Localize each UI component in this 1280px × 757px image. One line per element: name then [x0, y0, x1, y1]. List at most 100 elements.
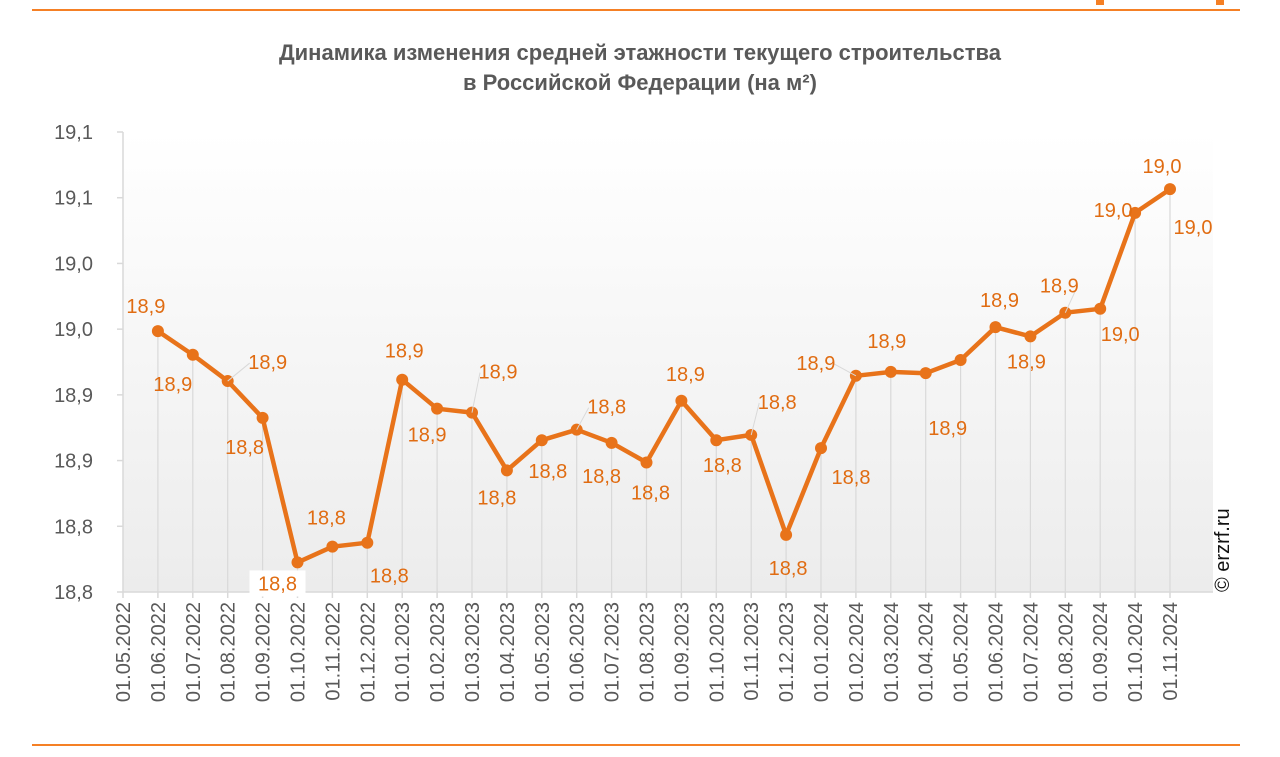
- x-tick-label: 01.02.2024: [846, 602, 868, 702]
- data-point: [326, 540, 339, 553]
- data-label: 18,9: [408, 425, 447, 447]
- x-tick-label: 01.12.2023: [776, 602, 798, 702]
- x-tick-label: 01.08.2022: [218, 602, 240, 702]
- x-tick-label: 01.10.2023: [706, 602, 728, 702]
- y-tick-label: 19,1: [54, 188, 93, 210]
- data-label: 18,9: [796, 353, 835, 375]
- data-label: 18,9: [867, 331, 906, 353]
- y-tick-label: 18,8: [54, 582, 93, 604]
- data-label: 18,8: [631, 483, 670, 505]
- data-point: [1129, 206, 1142, 219]
- series-line: [155, 186, 1173, 565]
- x-axis: 01.05.2022 01.06.2022 01.07.2022 01.08.2022…: [113, 591, 1213, 702]
- x-tick-label: 01.03.2024: [881, 602, 903, 702]
- data-label: 18,9: [385, 341, 424, 363]
- x-tick-label: 01.07.2022: [183, 602, 205, 702]
- x-tick-label: 01.09.2023: [671, 602, 693, 702]
- data-point: [291, 556, 304, 569]
- data-label-group: 18,9 18,9 18,9 18,8 18,8 18,8 18,8 18,9 18,9 18,9…: [126, 156, 1213, 597]
- data-label: 18,9: [1007, 351, 1046, 373]
- x-tick-label: 01.10.2024: [1125, 602, 1147, 702]
- data-label: 18,9: [928, 418, 967, 440]
- series-line-group: [151, 183, 1176, 569]
- data-point: [954, 354, 967, 367]
- corner-mark-right: [1216, 0, 1224, 5]
- data-point: [710, 434, 723, 447]
- data-label: 18,9: [126, 296, 165, 318]
- data-label-bg: [249, 570, 306, 597]
- data-label: 18,8: [307, 508, 346, 530]
- x-tick-label: 01.01.2023: [392, 602, 414, 702]
- data-label: 18,9: [1040, 276, 1079, 298]
- data-point: [1024, 330, 1037, 343]
- x-tick-label: 01.02.2023: [427, 602, 449, 702]
- data-point: [396, 373, 409, 386]
- top-accent-rule: [32, 9, 1240, 11]
- x-tick-label: 01.01.2024: [811, 602, 833, 702]
- x-tick-label: 01.09.2024: [1090, 602, 1112, 702]
- y-tick-label: 19,0: [54, 319, 93, 341]
- y-tick-label: 18,9: [54, 385, 93, 407]
- y-tick-label: 18,9: [54, 451, 93, 473]
- chart-title-line-2: в Российской Федерации (на м²): [463, 70, 817, 95]
- x-tick-label: 01.06.2024: [986, 602, 1008, 702]
- data-label: 18,8: [587, 397, 626, 419]
- data-point: [780, 528, 793, 541]
- y-tick-label: 19,0: [54, 253, 93, 275]
- x-tick-label: 01.07.2024: [1020, 602, 1042, 702]
- data-point: [431, 402, 444, 415]
- y-axis: 18,8 18,8 18,9 18,9 19,0 19,0 19,1 19,1: [54, 122, 124, 604]
- x-tick-label: 01.08.2023: [637, 602, 659, 702]
- label-leader-line: [1064, 286, 1078, 313]
- data-label: 18,9: [153, 374, 192, 396]
- data-label: 18,8: [258, 573, 297, 595]
- label-leader-line: [750, 402, 760, 436]
- data-label: 18,8: [758, 392, 797, 414]
- data-point: [500, 464, 513, 477]
- x-tick-label: 01.10.2022: [288, 602, 310, 702]
- data-point: [605, 436, 618, 449]
- x-tick-label: 01.04.2024: [916, 602, 938, 702]
- y-tick-label: 19,1: [54, 122, 93, 144]
- data-point: [675, 394, 688, 407]
- data-point: [989, 321, 1002, 334]
- data-label: 18,8: [769, 558, 808, 580]
- data-point: [186, 348, 199, 361]
- data-label: 19,0: [1094, 200, 1133, 222]
- data-point: [361, 536, 374, 549]
- data-label: 18,8: [370, 566, 409, 588]
- x-tick-label: 01.11.2023: [741, 602, 763, 701]
- data-point: [535, 434, 548, 447]
- x-tick-label: 01.11.2024: [1160, 602, 1182, 701]
- label-leader-line: [833, 363, 857, 377]
- data-label: 18,9: [980, 290, 1019, 312]
- data-label: 18,8: [528, 461, 567, 483]
- x-tick-label: 01.08.2024: [1055, 602, 1077, 702]
- data-point: [884, 365, 897, 378]
- data-point: [640, 456, 653, 469]
- data-point: [256, 411, 269, 424]
- y-tick-label: 18,8: [54, 516, 93, 538]
- x-tick-label: 01.07.2023: [602, 602, 624, 702]
- data-label: 18,8: [582, 466, 621, 488]
- data-label: 18,9: [479, 362, 518, 384]
- label-leader-line: [471, 372, 481, 413]
- data-label: 18,8: [225, 437, 264, 459]
- bottom-accent-rule: [32, 744, 1240, 746]
- data-point: [1164, 183, 1176, 196]
- data-label: 19,0: [1174, 217, 1213, 239]
- data-label: 19,0: [1101, 324, 1140, 346]
- chart-title: Динамика изменения средней этажности тек…: [0, 38, 1280, 98]
- x-tick-label: 01.05.2023: [532, 602, 554, 702]
- x-tick-label: 01.12.2022: [357, 602, 379, 702]
- data-point: [815, 442, 827, 455]
- x-tick-label: 01.09.2022: [253, 602, 275, 702]
- x-tick-label: 01.06.2022: [148, 602, 170, 702]
- label-leader-line: [576, 407, 590, 430]
- data-label: 19,0: [1143, 156, 1182, 178]
- x-tick-label: 01.05.2022: [113, 602, 135, 702]
- data-label: 18,9: [248, 352, 287, 374]
- corner-mark-left: [1096, 0, 1104, 5]
- chart-title-line-1: Динамика изменения средней этажности тек…: [278, 40, 1002, 65]
